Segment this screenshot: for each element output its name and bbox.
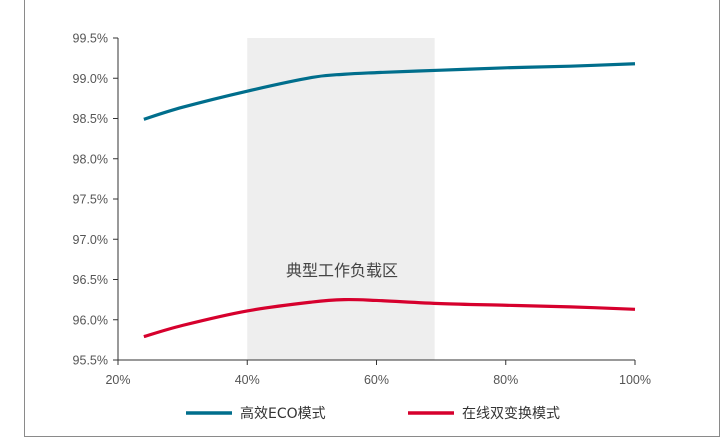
x-tick-label: 40% xyxy=(235,373,260,387)
band-label: 典型工作负载区 xyxy=(286,261,398,280)
y-tick-label: 98.5% xyxy=(73,112,108,126)
series-group xyxy=(143,62,636,339)
legend: 高效ECO模式 在线双变换模式 xyxy=(186,405,560,422)
y-tick-label: 99.0% xyxy=(73,72,108,86)
x-tick-label: 20% xyxy=(105,373,130,387)
y-tick-label: 97.5% xyxy=(73,193,108,207)
x-tick-label: 100% xyxy=(619,373,651,387)
axes-group: 99.5% 99.0% 98.5% 98.0% 97.5% 97.0% 96.5% 96.0%… xyxy=(73,32,651,388)
y-tick-label: 96.5% xyxy=(73,273,108,287)
y-tick-label: 98.0% xyxy=(73,152,108,166)
x-tick-label: 60% xyxy=(364,373,389,387)
y-tick-label: 99.5% xyxy=(73,32,108,46)
legend-label: 在线双变换模式 xyxy=(462,405,560,422)
y-tick-label: 97.0% xyxy=(73,233,108,247)
legend-label: 高效ECO模式 xyxy=(240,405,326,422)
x-tick-label: 80% xyxy=(493,373,518,387)
series-line-0 xyxy=(143,62,636,121)
series-line-1 xyxy=(143,297,636,339)
y-tick-label: 95.5% xyxy=(73,354,108,368)
y-tick-label: 96.0% xyxy=(73,313,108,327)
